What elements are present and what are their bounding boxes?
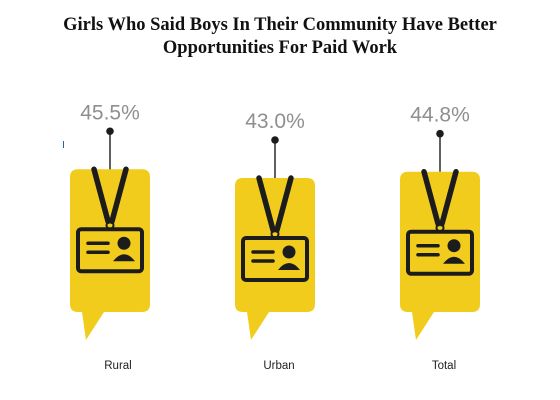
badge-bar	[235, 178, 315, 340]
value-label: 45.5%	[80, 101, 140, 124]
category-label: Rural	[104, 360, 131, 372]
id-card-head	[117, 236, 131, 250]
chart-title-line-1: Girls Who Said Boys In Their Community H…	[63, 15, 497, 35]
bar-rural: 45.5% Rural	[70, 101, 150, 372]
chart-title: Girls Who Said Boys In Their Community H…	[0, 14, 560, 60]
id-card-body	[278, 263, 300, 270]
category-label: Urban	[263, 360, 294, 372]
pin-dot	[436, 129, 444, 138]
id-card-frame	[76, 227, 144, 274]
id-card-body	[443, 256, 465, 264]
value-label: 44.8%	[410, 104, 470, 127]
lanyard	[421, 168, 459, 227]
value-label: 43.0%	[245, 110, 305, 133]
pin-dot	[271, 136, 279, 144]
id-card-icon	[406, 229, 474, 276]
bar-urban: 43.0% Urban	[235, 110, 315, 372]
id-card-frame	[406, 229, 474, 276]
id-card-body	[113, 254, 135, 262]
badge-bar	[400, 171, 480, 340]
id-card-frame	[241, 236, 309, 282]
category-label: Total	[432, 360, 456, 372]
lanyard	[256, 175, 294, 233]
id-card-head	[282, 245, 296, 259]
stray-mark	[63, 141, 64, 148]
pin-dot	[106, 127, 114, 136]
id-card-icon	[76, 227, 144, 274]
id-card-icon	[241, 236, 309, 282]
id-card-head	[447, 239, 461, 253]
chart-title-line-2: Opportunities For Paid Work	[162, 38, 398, 58]
badge-bar	[70, 169, 150, 340]
lanyard	[91, 166, 129, 224]
bar-total: 44.8% Total	[400, 104, 480, 372]
